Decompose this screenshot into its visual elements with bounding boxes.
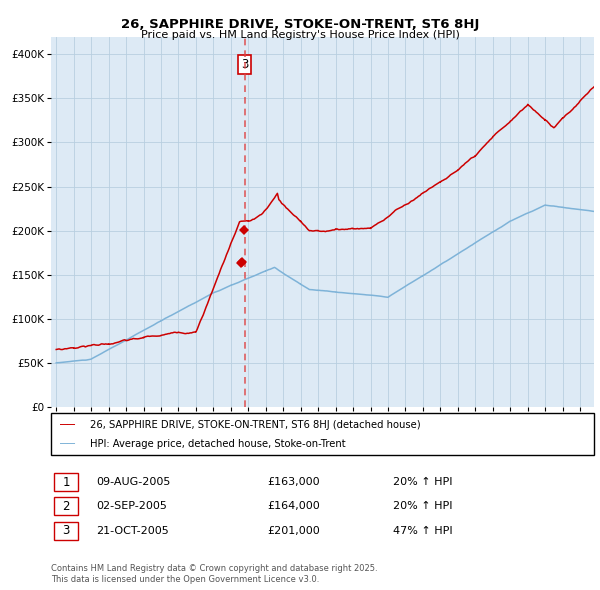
Text: This data is licensed under the Open Government Licence v3.0.: This data is licensed under the Open Gov… xyxy=(51,575,319,584)
Text: ——: —— xyxy=(60,437,75,450)
Text: ——: —— xyxy=(60,418,75,431)
Text: 3: 3 xyxy=(62,525,70,537)
Text: Price paid vs. HM Land Registry's House Price Index (HPI): Price paid vs. HM Land Registry's House … xyxy=(140,30,460,40)
Text: £163,000: £163,000 xyxy=(267,477,320,487)
Text: 20% ↑ HPI: 20% ↑ HPI xyxy=(393,502,452,511)
Text: 1: 1 xyxy=(62,476,70,489)
Text: £201,000: £201,000 xyxy=(267,526,320,536)
Text: Contains HM Land Registry data © Crown copyright and database right 2025.: Contains HM Land Registry data © Crown c… xyxy=(51,564,377,573)
Text: 26, SAPPHIRE DRIVE, STOKE-ON-TRENT, ST6 8HJ: 26, SAPPHIRE DRIVE, STOKE-ON-TRENT, ST6 … xyxy=(121,18,479,31)
Text: £164,000: £164,000 xyxy=(267,502,320,511)
Text: 20% ↑ HPI: 20% ↑ HPI xyxy=(393,477,452,487)
Text: 09-AUG-2005: 09-AUG-2005 xyxy=(96,477,170,487)
Text: 47% ↑ HPI: 47% ↑ HPI xyxy=(393,526,452,536)
Text: 21-OCT-2005: 21-OCT-2005 xyxy=(96,526,169,536)
Text: HPI: Average price, detached house, Stoke-on-Trent: HPI: Average price, detached house, Stok… xyxy=(90,438,346,448)
Text: 02-SEP-2005: 02-SEP-2005 xyxy=(96,502,167,511)
Text: 26, SAPPHIRE DRIVE, STOKE-ON-TRENT, ST6 8HJ (detached house): 26, SAPPHIRE DRIVE, STOKE-ON-TRENT, ST6 … xyxy=(90,420,421,430)
Text: 3: 3 xyxy=(241,58,248,71)
Text: 2: 2 xyxy=(62,500,70,513)
